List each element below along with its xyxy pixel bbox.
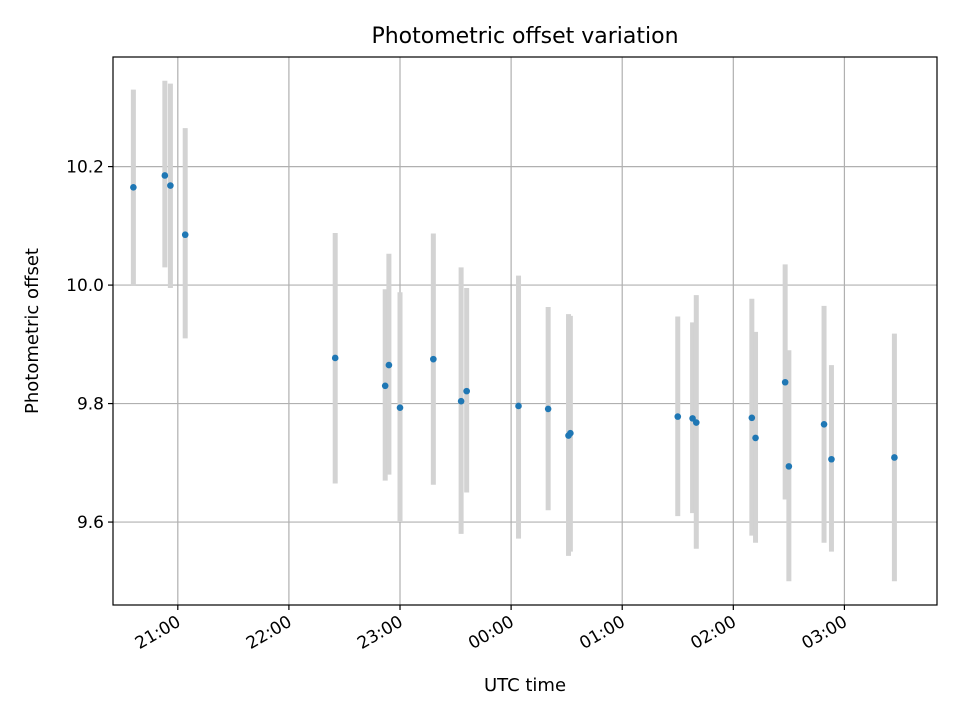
data-point [544, 405, 552, 413]
data-point [674, 413, 682, 420]
data-point [752, 434, 759, 442]
x-axis-label: UTC time [484, 675, 566, 696]
y-axis-label: Photometric offset [22, 248, 43, 414]
chart-title: Photometric offset variation [371, 24, 678, 49]
y-tick-label: 9.8 [77, 395, 104, 415]
grid-layer [113, 57, 937, 605]
y-tick-label: 9.6 [77, 513, 104, 533]
data-point [692, 419, 700, 426]
data-point [130, 184, 137, 191]
data-point [396, 404, 404, 412]
data-point [785, 463, 793, 470]
data-point [891, 454, 898, 461]
data-point [385, 361, 393, 369]
data-point [457, 397, 465, 405]
data-point [381, 382, 389, 390]
point-layer [130, 172, 898, 470]
data-point [748, 414, 756, 422]
data-point [463, 387, 470, 395]
data-point [430, 355, 437, 363]
data-point [161, 172, 169, 179]
data-point [515, 402, 522, 410]
data-point [167, 182, 174, 189]
data-point [781, 378, 789, 386]
data-point [828, 455, 835, 463]
data-point [331, 354, 339, 362]
data-point [567, 429, 574, 437]
plot-frame [112, 56, 938, 606]
data-point [181, 231, 189, 239]
data-point [820, 421, 828, 428]
y-tick-label: 10.0 [66, 276, 104, 296]
y-tick-label: 10.2 [66, 158, 104, 178]
